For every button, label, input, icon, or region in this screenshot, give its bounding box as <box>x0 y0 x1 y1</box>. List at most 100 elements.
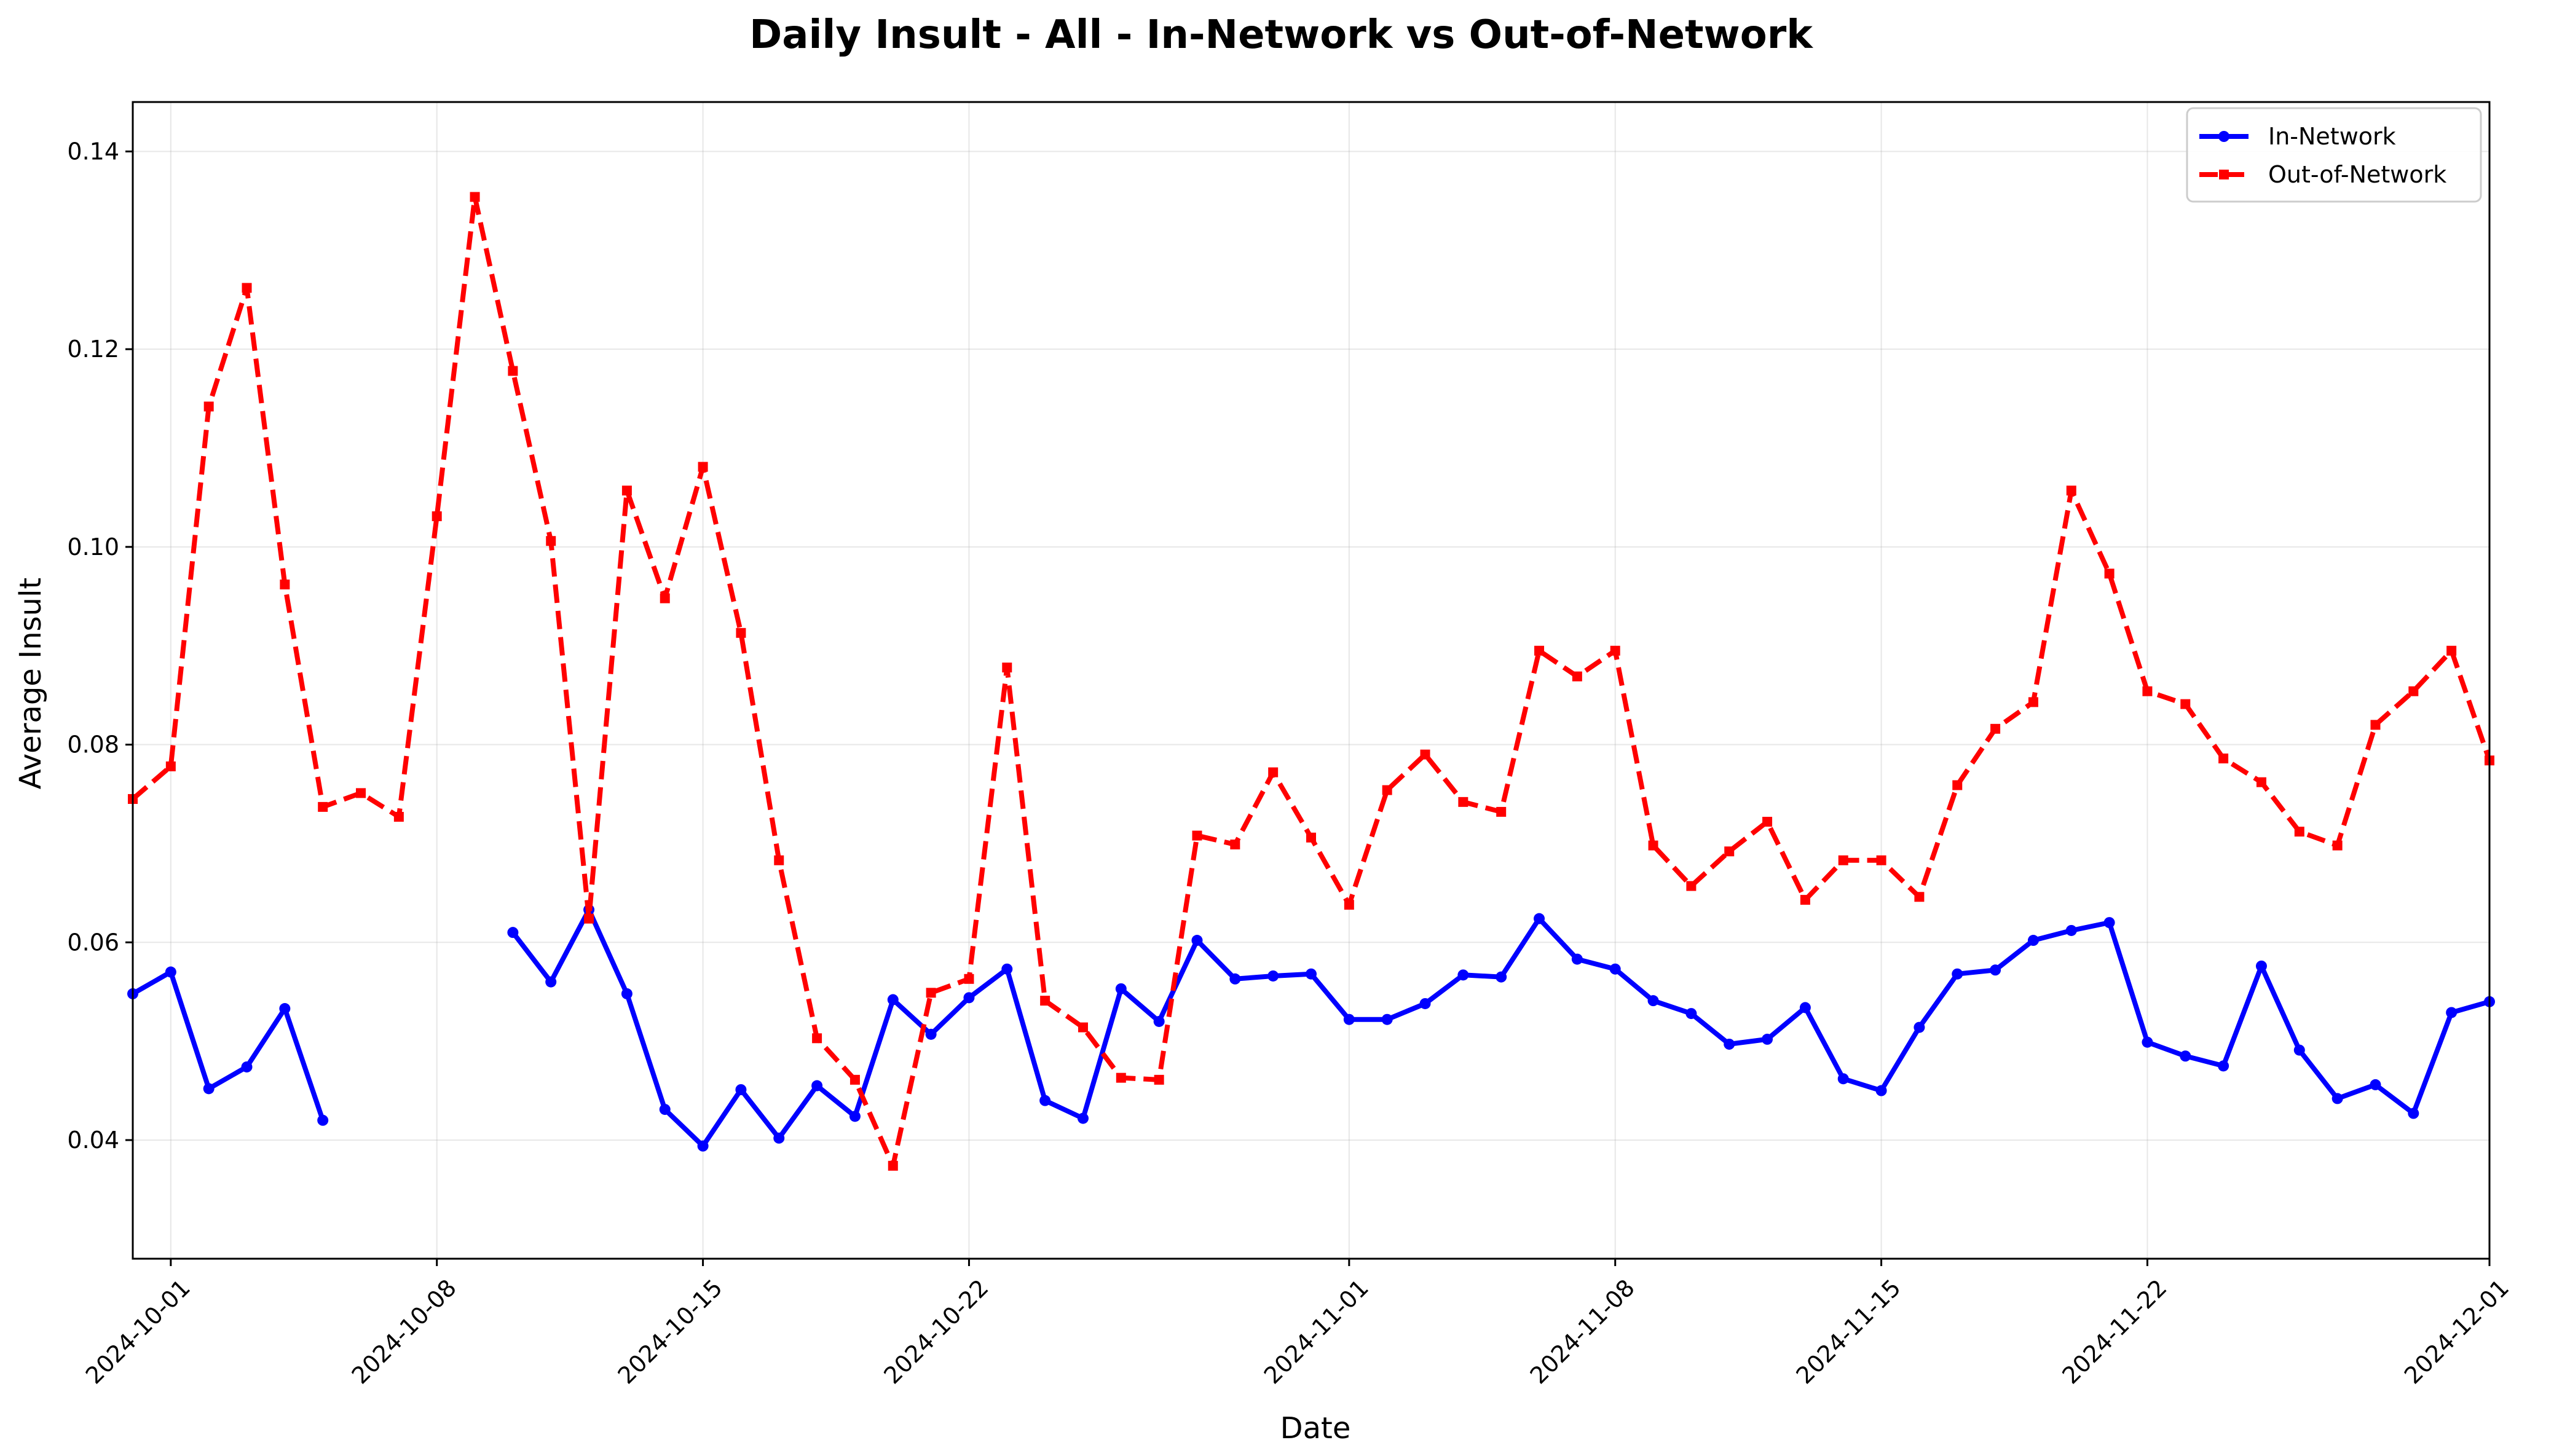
data-point <box>279 1003 291 1015</box>
data-point <box>2142 686 2153 696</box>
x-tick-label: 2024-10-22 <box>878 1274 993 1389</box>
data-point <box>2066 486 2076 496</box>
data-point <box>2218 1060 2229 1072</box>
data-point <box>1799 1002 1811 1013</box>
data-point <box>1572 671 1582 682</box>
data-point <box>1040 996 1050 1006</box>
x-tick-label: 2024-11-08 <box>1525 1274 1640 1389</box>
legend: In-Network Out-of-Network <box>2186 107 2482 203</box>
data-point <box>2446 645 2457 656</box>
x-tick-label: 2024-11-01 <box>1259 1274 1374 1389</box>
legend-marker <box>2219 170 2229 179</box>
data-point <box>2180 1050 2191 1062</box>
data-point <box>584 913 594 924</box>
data-point <box>849 1074 860 1085</box>
data-point <box>736 628 746 638</box>
y-tick-label: 0.08 <box>67 731 119 758</box>
data-point <box>621 486 632 496</box>
data-point <box>546 536 556 546</box>
data-point <box>698 462 708 472</box>
data-point <box>1685 1008 1697 1020</box>
data-point <box>1153 1015 1165 1027</box>
data-point <box>659 1104 671 1116</box>
x-tick-label: 2024-10-08 <box>347 1274 462 1389</box>
data-point <box>1154 1074 1164 1085</box>
data-point <box>2103 917 2115 929</box>
y-axis-label: Average Insult <box>14 578 48 790</box>
data-point <box>1191 935 1203 946</box>
data-point <box>1116 1072 1126 1083</box>
legend-marker <box>2218 131 2229 142</box>
data-point <box>697 1140 709 1152</box>
data-point <box>1268 767 1279 777</box>
data-point <box>1762 817 1773 827</box>
data-point <box>165 761 176 771</box>
data-point <box>1800 895 1810 905</box>
data-point <box>2446 1007 2458 1018</box>
data-point <box>1267 970 1279 982</box>
data-point <box>1419 998 1431 1009</box>
series-line <box>132 969 325 1122</box>
data-point <box>2180 699 2191 709</box>
x-tick-label: 2024-10-15 <box>612 1274 727 1389</box>
data-point <box>2294 827 2304 837</box>
data-point <box>2408 686 2419 696</box>
data-point <box>1837 1073 1849 1085</box>
x-tick-label: 2024-10-01 <box>81 1274 195 1389</box>
data-point <box>1990 723 2001 734</box>
data-point <box>1077 1112 1089 1124</box>
data-point <box>2408 1108 2419 1119</box>
data-point <box>2065 924 2077 936</box>
data-point <box>1343 1013 1355 1025</box>
data-point <box>1381 1013 1393 1025</box>
data-point <box>2370 1079 2381 1090</box>
data-point <box>1914 892 1925 902</box>
data-point <box>2028 697 2038 707</box>
data-point <box>1647 995 1659 1007</box>
grid <box>133 102 2490 1259</box>
x-tick-label: 2024-11-15 <box>1791 1274 1906 1389</box>
data-point <box>1039 1095 1051 1106</box>
data-point <box>2104 569 2115 579</box>
data-point <box>317 1114 329 1126</box>
data-point <box>1496 971 1507 983</box>
x-tick-label: 2024-12-01 <box>2399 1274 2514 1389</box>
data-point <box>1762 1033 1773 1045</box>
data-point <box>925 1028 937 1040</box>
series-line <box>131 194 2492 1168</box>
data-point <box>507 927 519 939</box>
data-point <box>1230 840 1240 850</box>
y-axis: 0.04 0.06 0.08 0.10 0.12 0.14 <box>67 138 133 1154</box>
data-point <box>1914 1021 1925 1033</box>
data-point <box>1838 855 1848 865</box>
series-2 <box>128 192 2494 1171</box>
data-point <box>1724 846 1735 857</box>
series-line <box>511 907 2491 1149</box>
data-point <box>203 1083 215 1095</box>
data-point <box>1420 749 1430 760</box>
legend-entries: In-Network Out-of-Network <box>2199 123 2446 188</box>
data-point <box>2027 935 2039 946</box>
data-point <box>2142 1036 2153 1048</box>
y-tick-label: 0.06 <box>67 929 119 956</box>
data-point <box>774 855 784 865</box>
series-1 <box>127 904 2495 1152</box>
data-point <box>203 401 214 412</box>
y-tick-label: 0.12 <box>67 336 119 363</box>
legend-box <box>2186 107 2482 203</box>
data-point <box>1952 968 1963 980</box>
x-tick-label: 2024-11-22 <box>2057 1274 2172 1389</box>
data-point <box>432 511 442 521</box>
data-point <box>1344 900 1354 910</box>
data-point <box>1724 1038 1735 1050</box>
data-point <box>1306 832 1316 843</box>
data-point <box>242 283 252 293</box>
data-point <box>1534 645 1545 656</box>
data-point <box>393 811 404 822</box>
data-point <box>1229 973 1241 985</box>
data-point <box>888 1160 898 1171</box>
data-point <box>508 366 518 376</box>
y-tick-label: 0.04 <box>67 1127 119 1154</box>
y-tick-label: 0.10 <box>67 533 119 561</box>
